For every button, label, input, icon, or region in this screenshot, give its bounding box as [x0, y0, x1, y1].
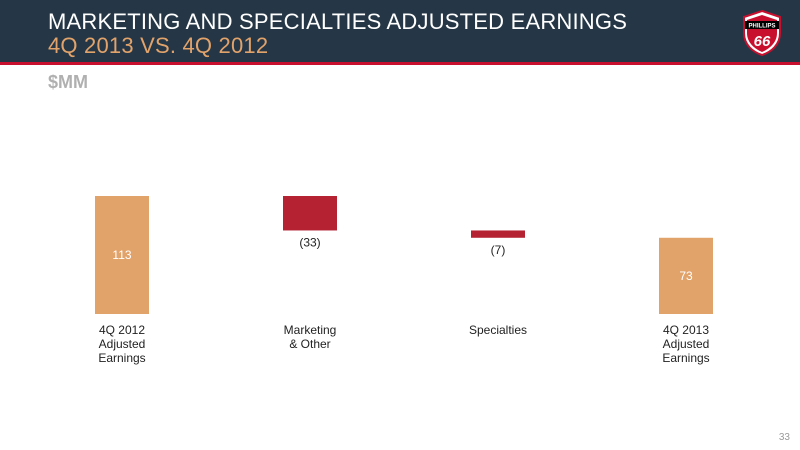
header-bar	[0, 0, 800, 62]
page-number: 33	[778, 432, 790, 443]
category-label-1: 4Q 2012 Adjusted Earnings	[98, 323, 146, 365]
data-label-2: (33)	[299, 235, 320, 249]
category-label-4: 4Q 2013 Adjusted Earnings	[662, 323, 710, 365]
category-label-3: Specialties	[468, 323, 528, 337]
bar-4	[659, 237, 713, 314]
logo-brand-text: PHILLIPS	[748, 24, 775, 30]
page-subtitle: 4Q 2013 VS. 4Q 2012	[48, 33, 269, 58]
bar-3	[471, 230, 525, 238]
data-label-3: (7)	[491, 243, 506, 257]
data-label-4: 73	[679, 269, 693, 283]
unit-label: $MM	[48, 72, 88, 92]
logo-number-text: 66	[754, 33, 771, 50]
bar-1	[95, 196, 149, 314]
header-accent-stripe	[0, 62, 800, 65]
data-label-1: 113	[112, 248, 131, 262]
phillips-66-shield-icon: PHILLIPS 66	[743, 9, 781, 57]
category-label-2: Marketing & Other	[283, 323, 337, 351]
bar-2	[283, 196, 337, 231]
page-title: MARKETING AND SPECIALTIES ADJUSTED EARNI…	[48, 9, 628, 34]
